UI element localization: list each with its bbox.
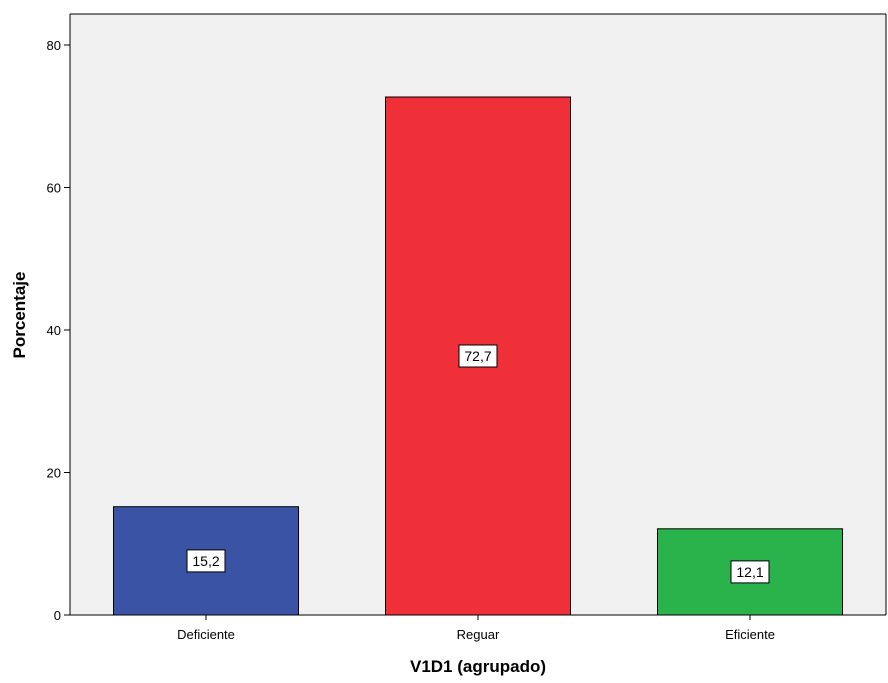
y-tick-label-40: 40 — [47, 323, 61, 338]
data-label-deficiente: 15,2 — [192, 553, 219, 569]
y-tick-label-20: 20 — [47, 466, 61, 481]
y-tick-label-80: 80 — [47, 38, 61, 53]
x-tick-label-reguar: Reguar — [457, 627, 500, 642]
data-label-box — [186, 549, 226, 573]
y-tick-label-0: 0 — [54, 608, 61, 623]
x-tick-label-eficiente: Eficiente — [725, 627, 775, 642]
data-label-box — [730, 560, 770, 584]
data-label-eficiente: 12,1 — [736, 564, 763, 580]
x-axis-title: V1D1 (agrupado) — [410, 657, 546, 676]
data-label-box — [458, 344, 498, 368]
y-ticks-layer: 0 20 40 60 80 — [47, 38, 70, 623]
data-labels-layer: 15,2 72,7 12,1 — [186, 344, 770, 584]
x-tick-label-deficiente: Deficiente — [177, 627, 235, 642]
y-axis-title: Porcentaje — [10, 272, 29, 359]
x-ticks-layer: Deficiente Reguar Eficiente — [177, 615, 775, 642]
data-label-reguar: 72,7 — [464, 348, 491, 364]
y-tick-label-60: 60 — [47, 181, 61, 196]
